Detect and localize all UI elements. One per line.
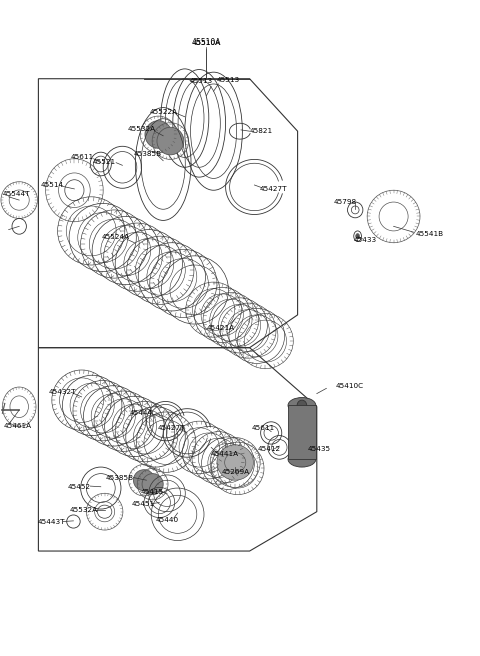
Text: 45532A: 45532A <box>70 507 98 514</box>
Ellipse shape <box>297 400 307 411</box>
Text: 45513: 45513 <box>190 78 213 85</box>
Text: 45269A: 45269A <box>221 469 249 476</box>
Text: 45510A: 45510A <box>192 39 220 46</box>
Text: 45435: 45435 <box>308 445 331 452</box>
Text: 45427T: 45427T <box>260 186 288 192</box>
Ellipse shape <box>217 445 253 480</box>
Text: 45441A: 45441A <box>211 451 239 457</box>
Text: 45444: 45444 <box>130 410 153 417</box>
Circle shape <box>356 234 360 239</box>
Text: 45611: 45611 <box>252 424 275 431</box>
Text: 45521: 45521 <box>93 159 116 165</box>
Ellipse shape <box>288 398 316 413</box>
Text: 45513: 45513 <box>216 77 240 83</box>
Ellipse shape <box>157 127 184 155</box>
Text: 45522A: 45522A <box>150 108 178 115</box>
Text: 45433: 45433 <box>353 237 376 243</box>
Ellipse shape <box>133 470 155 491</box>
Ellipse shape <box>288 451 316 467</box>
Text: 45611: 45611 <box>71 154 94 161</box>
Text: 45432T: 45432T <box>48 389 76 396</box>
Text: 45427T: 45427T <box>158 424 186 431</box>
Text: 45415: 45415 <box>141 489 164 495</box>
Bar <box>288 405 316 459</box>
Ellipse shape <box>145 121 172 148</box>
Text: 45532A: 45532A <box>128 126 156 133</box>
Text: 45412: 45412 <box>257 445 280 452</box>
Text: 45798: 45798 <box>334 199 357 205</box>
Text: 45510A: 45510A <box>192 38 221 47</box>
Text: 45385B: 45385B <box>106 474 134 481</box>
Text: 45421A: 45421A <box>207 325 235 331</box>
Text: 45524A: 45524A <box>102 234 130 241</box>
Ellipse shape <box>142 474 163 495</box>
Text: 45385B: 45385B <box>134 151 162 157</box>
Text: 45451: 45451 <box>132 501 155 507</box>
Text: 45544T: 45544T <box>2 191 30 197</box>
Text: 45440: 45440 <box>156 516 179 523</box>
Text: 45443T: 45443T <box>38 518 66 525</box>
Text: 45410C: 45410C <box>336 382 364 389</box>
Text: 45514: 45514 <box>40 182 63 188</box>
Text: 45821: 45821 <box>250 128 273 134</box>
Text: 45461A: 45461A <box>4 423 32 430</box>
Text: 45541B: 45541B <box>415 230 444 237</box>
Text: 45452: 45452 <box>68 483 91 490</box>
